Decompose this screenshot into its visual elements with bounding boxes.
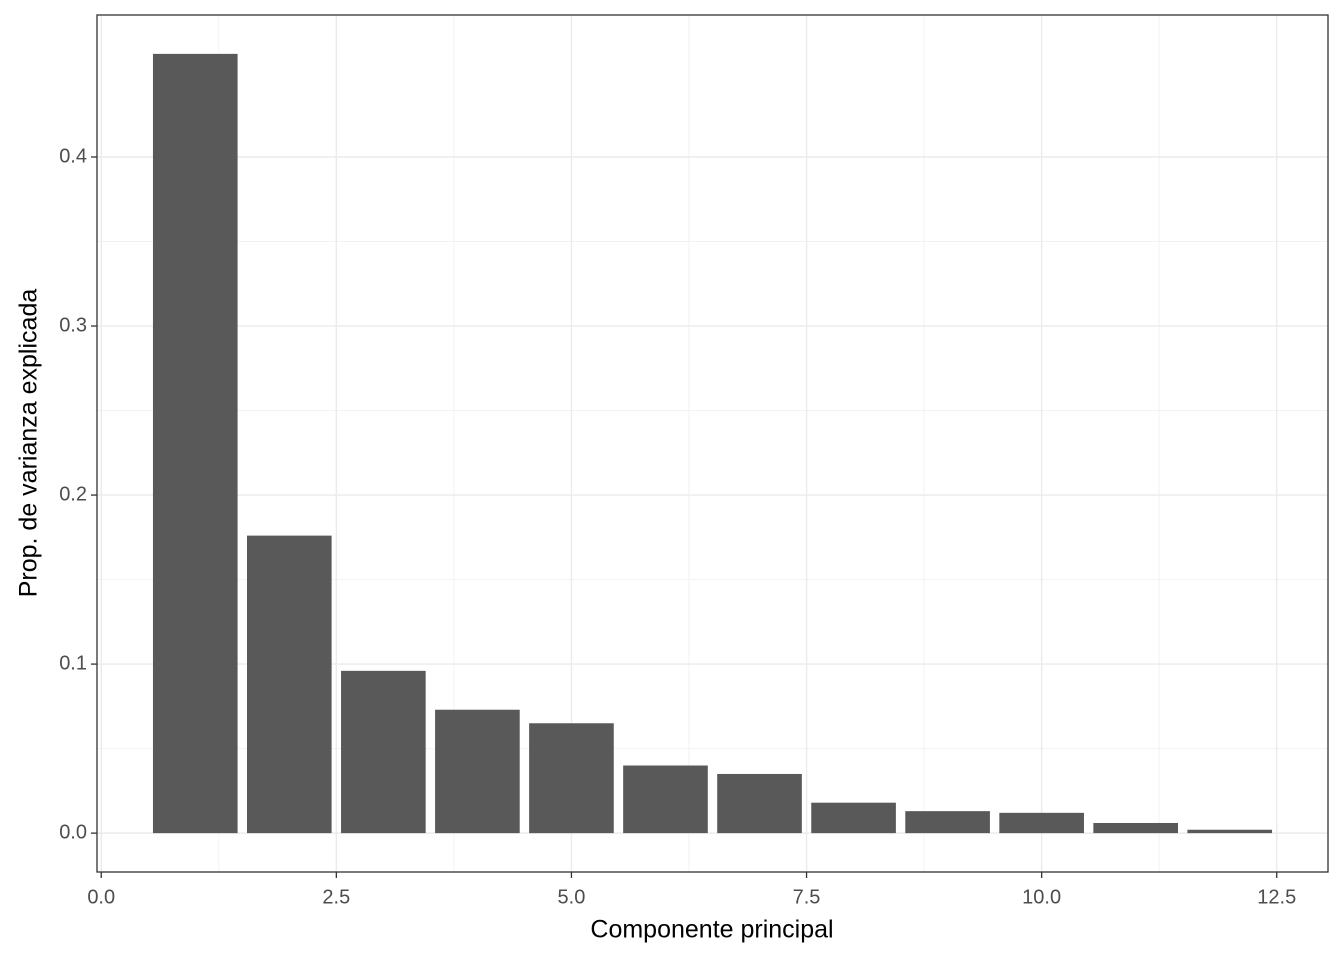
y-tick-label: 0.2 (59, 483, 87, 505)
y-tick-label: 0.1 (59, 652, 87, 674)
bar (1187, 829, 1273, 834)
panel-border (96, 14, 1329, 873)
bar (246, 535, 332, 834)
bar (905, 811, 990, 834)
bar (623, 765, 708, 834)
y-axis-title: Prop. de varianza explicada (15, 289, 43, 598)
y-tick-label: 0.0 (59, 821, 87, 843)
x-tick-label: 0.0 (87, 886, 115, 908)
x-tick-label: 10.0 (1022, 886, 1061, 908)
bar (341, 670, 426, 834)
y-tick-label: 0.3 (59, 314, 87, 336)
bar (529, 723, 614, 834)
x-tick-label: 2.5 (322, 886, 350, 908)
bar (1093, 822, 1179, 834)
x-axis-title: Componente principal (590, 916, 833, 944)
x-tick-label: 7.5 (793, 886, 821, 908)
bar (435, 709, 520, 834)
x-tick-label: 12.5 (1257, 886, 1296, 908)
x-tick-label: 5.0 (558, 886, 586, 908)
bar (811, 802, 896, 834)
bar (999, 812, 1084, 834)
bar (152, 53, 238, 834)
y-tick-label: 0.4 (59, 145, 87, 167)
bars (152, 53, 1273, 834)
bar (717, 773, 802, 834)
